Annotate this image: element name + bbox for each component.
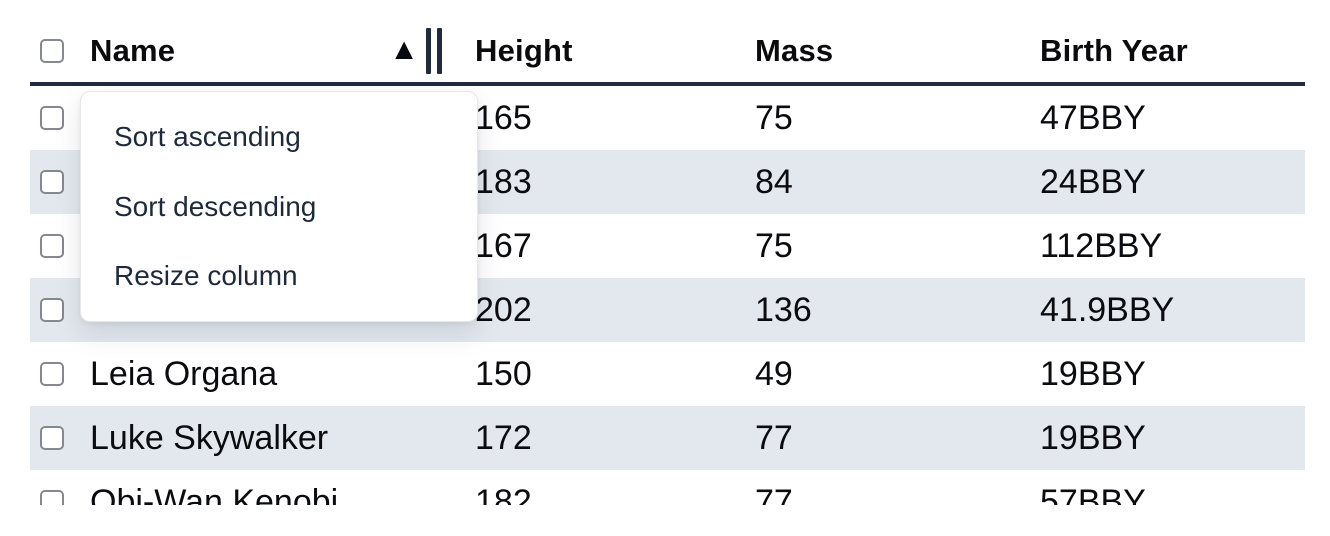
cell-name: Obi-Wan Kenobi [90,482,339,506]
column-header-birth-year[interactable]: Birth Year [1040,33,1305,69]
characters-table: Name ▲ Height Mass Birth Year 165 75 47BBY… [30,0,1305,505]
table-row: Obi-Wan Kenobi 182 77 57BBY [30,470,1305,505]
cell-mass: 49 [755,354,793,393]
cell-birth-year: 19BBY [1040,418,1146,457]
cell-birth-year: 24BBY [1040,162,1146,201]
column-header-name-label: Name [90,33,176,68]
column-context-menu: Sort ascending Sort descending Resize co… [80,91,478,322]
table-header-row: Name ▲ Height Mass Birth Year [30,0,1305,86]
cell-height: 165 [475,98,532,137]
column-header-height-label: Height [475,33,573,68]
select-all-cell [30,39,80,63]
table-viewport: Name ▲ Height Mass Birth Year 165 75 47BBY… [30,0,1305,505]
cell-name: Luke Skywalker [90,418,329,457]
cell-height: 182 [475,482,532,506]
column-header-mass-label: Mass [755,33,834,68]
row-select-checkbox[interactable] [40,234,64,258]
cell-birth-year: 47BBY [1040,98,1146,137]
cell-mass: 75 [755,98,793,137]
sort-ascending-icon: ▲ [389,33,419,66]
cell-mass: 77 [755,482,793,506]
row-checkbox-cell [30,170,80,194]
row-checkbox-cell [30,362,80,386]
row-checkbox-cell [30,426,80,450]
cell-mass: 77 [755,418,793,457]
cell-mass: 136 [755,290,812,329]
cell-name: Leia Organa [90,354,278,393]
cell-height: 202 [475,290,532,329]
row-checkbox-cell [30,490,80,505]
row-checkbox-cell [30,106,80,130]
row-select-checkbox[interactable] [40,362,64,386]
cell-mass: 84 [755,162,793,201]
column-resize-handle[interactable] [426,28,442,74]
row-select-checkbox[interactable] [40,426,64,450]
cell-height: 183 [475,162,532,201]
row-select-checkbox[interactable] [40,170,64,194]
cell-birth-year: 41.9BBY [1040,290,1175,329]
column-header-birth-year-label: Birth Year [1040,33,1188,68]
cell-height: 150 [475,354,532,393]
row-select-checkbox[interactable] [40,298,64,322]
table-row: Leia Organa 150 49 19BBY [30,342,1305,406]
table-body: 165 75 47BBY 183 84 24BBY 167 75 112BBY 202 136 41.… [30,86,1305,505]
row-checkbox-cell [30,298,80,322]
cell-mass: 75 [755,226,793,265]
cell-height: 172 [475,418,532,457]
row-select-checkbox[interactable] [40,106,64,130]
cell-birth-year: 112BBY [1040,226,1163,265]
column-header-mass[interactable]: Mass [755,33,1040,69]
menu-item-sort-ascending[interactable]: Sort ascending [114,120,301,152]
row-checkbox-cell [30,234,80,258]
select-all-checkbox[interactable] [40,39,64,63]
cell-birth-year: 19BBY [1040,354,1146,393]
cell-height: 167 [475,226,532,265]
cell-birth-year: 57BBY [1040,482,1146,506]
row-select-checkbox[interactable] [40,490,64,505]
column-header-height[interactable]: Height [475,33,755,69]
column-header-name[interactable]: Name ▲ [80,28,475,74]
menu-item-sort-descending[interactable]: Sort descending [114,190,317,222]
table-row: Luke Skywalker 172 77 19BBY [30,406,1305,470]
menu-item-resize-column[interactable]: Resize column [114,260,298,292]
